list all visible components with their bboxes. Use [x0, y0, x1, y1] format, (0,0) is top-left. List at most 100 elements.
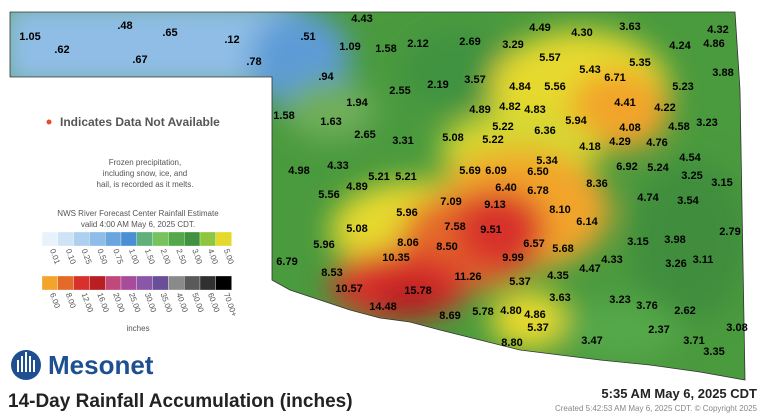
rainfall-value: 9.13 [484, 199, 505, 211]
legend-swatch [136, 275, 153, 291]
rainfall-value: 5.69 [459, 165, 480, 177]
legend-label: 16.00 [95, 292, 110, 314]
legend-label: 20.00 [111, 292, 126, 314]
rainfall-value: .48 [117, 20, 132, 32]
legend-label: 2.00 [159, 248, 173, 266]
rainfall-value: 4.83 [524, 104, 545, 116]
rainfall-value: 3.71 [683, 335, 704, 347]
legend-swatch [41, 275, 58, 291]
rainfall-value: 4.33 [327, 160, 348, 172]
rainfall-value: 3.63 [549, 292, 570, 304]
station-layer: 1.05 .62 .48 .67 .65 .12 .78 4.43 .51 1.09 1.58 2.1… [19, 13, 747, 358]
frozen-note: including snow, ice, and [103, 169, 188, 178]
rainfall-value: 5.57 [539, 52, 560, 64]
rainfall-value: 3.76 [636, 300, 657, 312]
rainfall-value: .67 [132, 54, 147, 66]
rainfall-value: 4.76 [646, 137, 667, 149]
rainfall-value: 6.40 [495, 182, 516, 194]
rainfall-value: 4.58 [668, 121, 689, 133]
rainfall-value: 3.15 [627, 236, 648, 248]
rainfall-value: 5.56 [318, 189, 339, 201]
rainfall-value: 3.57 [464, 74, 485, 86]
rainfall-value: 1.09 [339, 41, 360, 53]
rainfall-value: 4.49 [529, 22, 550, 34]
legend-swatch [120, 275, 137, 291]
rainfall-value: 5.21 [368, 171, 389, 183]
rainfall-value: 3.54 [677, 195, 699, 207]
rainfall-value: 3.25 [681, 170, 702, 182]
rainfall-value: 4.33 [601, 254, 622, 266]
legend-label: 4.00 [206, 248, 220, 266]
rainfall-value: 2.62 [674, 305, 695, 317]
logo-text: Mesonet [48, 350, 154, 380]
legend-label: 3.00 [190, 248, 204, 266]
rainfall-value: 2.65 [354, 129, 375, 141]
legend-heading: NWS River Forecast Center Rainfall Estim… [57, 209, 219, 218]
rainfall-value: 4.74 [637, 192, 659, 204]
rainfall-value: 5.08 [442, 132, 463, 144]
rainfall-value: 6.50 [527, 166, 548, 178]
rainfall-value: 4.29 [609, 136, 630, 148]
rainfall-value: 3.31 [392, 135, 413, 147]
legend-label: 0.10 [64, 248, 78, 266]
legend-label: 1.50 [143, 248, 157, 266]
rainfall-value: 6.36 [534, 125, 555, 137]
logo: Mesonet [11, 350, 154, 380]
rainfall-value: 3.35 [703, 346, 724, 358]
legend-label: 0.75 [111, 248, 125, 266]
legend-swatch [57, 275, 74, 291]
rainfall-value: .65 [162, 27, 177, 39]
legend-label: 40.00 [174, 292, 189, 314]
legend-label: 70.00+ [222, 292, 239, 319]
rainfall-value: 6.71 [604, 72, 625, 84]
legend-label: 0.25 [80, 248, 94, 266]
rainfall-value: 5.37 [509, 276, 530, 288]
legend-swatch [168, 275, 185, 291]
legend-swatch [215, 231, 232, 247]
legend-label: 50.00 [190, 292, 205, 314]
rainfall-value: 5.24 [647, 162, 669, 174]
rainfall-value: 3.26 [665, 258, 686, 270]
rainfall-value: 3.47 [581, 335, 602, 347]
legend-label: 30.00 [143, 292, 158, 314]
rainfall-value: 4.98 [288, 165, 309, 177]
legend-swatch [184, 275, 201, 291]
rainfall-value: 4.41 [614, 97, 635, 109]
rainfall-value: 3.29 [502, 39, 523, 51]
legend-swatch [89, 275, 106, 291]
legend-swatch [168, 231, 185, 247]
rainfall-value: 4.32 [707, 24, 728, 36]
rainfall-value: 4.86 [524, 309, 545, 321]
rainfall-value: 8.50 [436, 241, 457, 253]
rainfall-value: 4.30 [571, 27, 592, 39]
legend-label: 25.00 [127, 292, 142, 314]
rainfall-value: 5.22 [492, 121, 513, 133]
missing-note: Indicates Data Not Available [60, 115, 220, 129]
rainfall-value: 3.23 [609, 294, 630, 306]
rainfall-value: 11.26 [455, 271, 482, 283]
rainfall-value: 5.94 [565, 115, 587, 127]
rainfall-value: 7.09 [440, 196, 461, 208]
legend-label: 2.50 [174, 248, 188, 266]
legend-label: 60.00 [206, 292, 221, 314]
rainfall-value: 9.99 [502, 252, 523, 264]
rainfall-value: 6.57 [523, 238, 544, 250]
legend-swatch [105, 275, 122, 291]
rainfall-value: 1.05 [19, 31, 40, 43]
rainfall-value: 8.36 [586, 178, 607, 190]
rainfall-value: 2.37 [648, 324, 669, 336]
legend-label: 8.00 [64, 292, 78, 310]
rainfall-value: 4.47 [579, 263, 600, 275]
rainfall-value: 2.19 [427, 79, 448, 91]
legend-swatch [184, 231, 201, 247]
frozen-note: hail, is recorded as it melts. [97, 180, 194, 189]
rainfall-value: 3.23 [696, 117, 717, 129]
legend-swatch [152, 231, 169, 247]
legend-label: 1.00 [127, 248, 141, 266]
rainfall-value: 3.88 [712, 67, 733, 79]
frozen-note: Frozen precipitation, [109, 158, 181, 167]
rainfall-value: 5.34 [536, 155, 558, 167]
rainfall-value: 4.43 [351, 13, 372, 25]
